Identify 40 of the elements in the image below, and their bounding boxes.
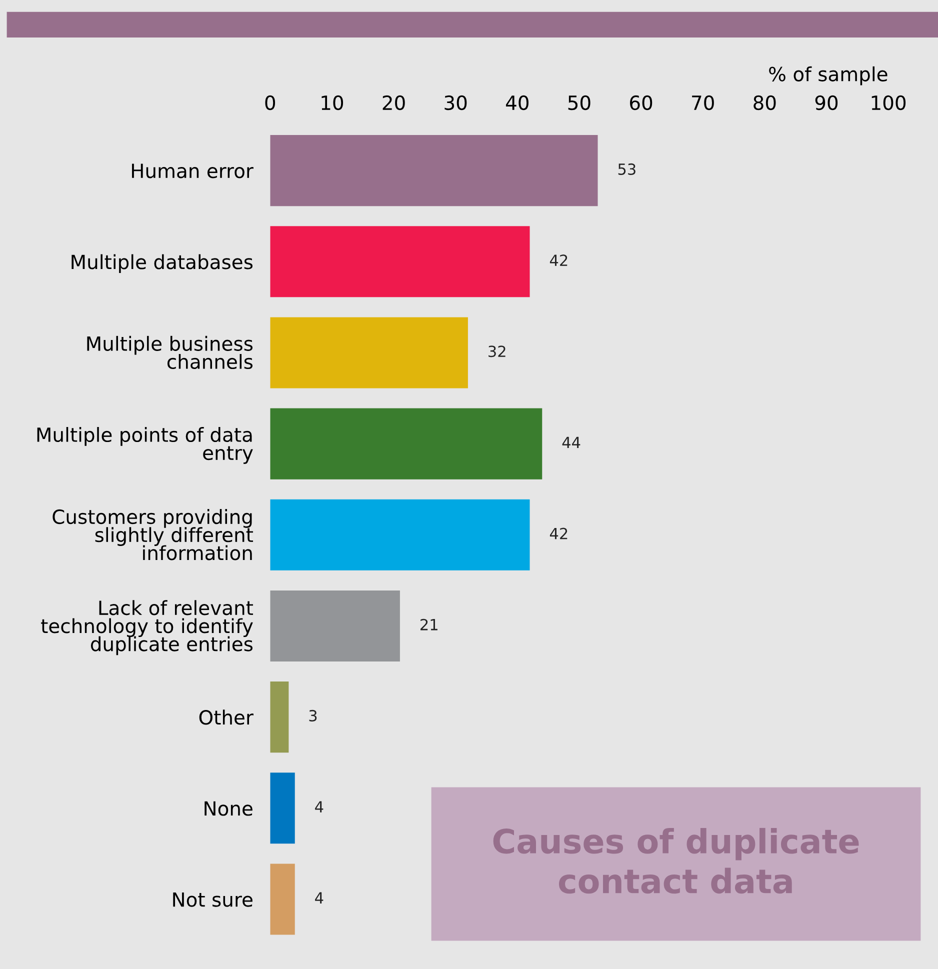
x-tick-label: 30 bbox=[444, 95, 467, 110]
x-tick-label: 10 bbox=[322, 95, 344, 110]
y-tick-label: Multiple points of data entry bbox=[37, 427, 253, 464]
y-tick-label: Multiple databases bbox=[72, 254, 253, 274]
x-tick-label: 70 bbox=[692, 95, 714, 110]
x-tick-label: 100 bbox=[872, 95, 906, 110]
x-tick-label: 60 bbox=[630, 95, 652, 110]
y-tick-label: None bbox=[204, 801, 252, 816]
y-tick-label: Not sure bbox=[173, 892, 252, 907]
data-label: 4 bbox=[315, 892, 324, 904]
x-axis-title: % of sample bbox=[769, 66, 888, 86]
data-label: 42 bbox=[550, 254, 568, 266]
text: Causes of duplicate contact data bbox=[493, 828, 859, 894]
bar bbox=[270, 226, 530, 298]
y-tick-label: Multiple business channels bbox=[87, 336, 253, 370]
x-tick-label: 90 bbox=[815, 95, 838, 110]
bar bbox=[270, 317, 468, 388]
x-tick-label: 0 bbox=[265, 95, 276, 110]
data-label: 3 bbox=[309, 710, 317, 722]
data-label: 4 bbox=[315, 801, 324, 812]
data-label: 21 bbox=[420, 618, 438, 630]
data-label: 53 bbox=[618, 163, 636, 175]
bar bbox=[270, 682, 289, 753]
y-tick-label: Other bbox=[199, 710, 254, 725]
x-tick-label: 40 bbox=[506, 95, 528, 110]
y-tick-label: Human error bbox=[132, 164, 254, 178]
bar bbox=[270, 864, 295, 935]
y-tick-label: Customers providing slightly different information bbox=[52, 509, 254, 560]
bar bbox=[270, 499, 530, 570]
bar bbox=[270, 408, 542, 480]
x-tick-label: 20 bbox=[382, 95, 405, 110]
data-label: 32 bbox=[488, 346, 506, 358]
data-label: 44 bbox=[562, 436, 580, 448]
y-tick-label: Lack of relevant technology to identify duplicate entries bbox=[41, 600, 254, 656]
bar bbox=[270, 590, 400, 662]
data-label: 42 bbox=[550, 528, 568, 540]
x-tick-label: 80 bbox=[754, 95, 776, 110]
bar bbox=[270, 772, 295, 844]
x-tick-label: 50 bbox=[568, 95, 590, 110]
bar bbox=[270, 135, 598, 206]
